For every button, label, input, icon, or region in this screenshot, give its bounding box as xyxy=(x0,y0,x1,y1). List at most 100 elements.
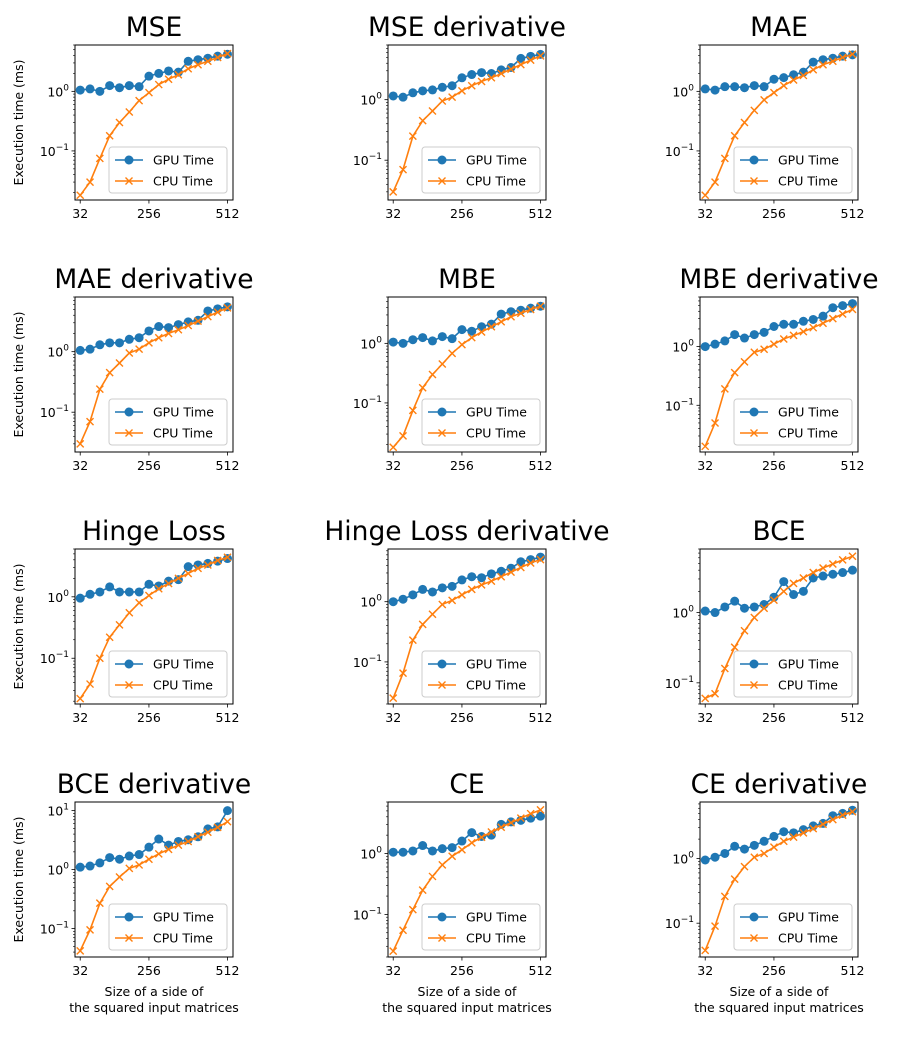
gpu-point xyxy=(85,344,95,354)
gpu-point xyxy=(779,827,789,837)
series-line-cpu-time xyxy=(392,305,541,448)
x-tick-label: 512 xyxy=(216,963,240,978)
gpu-point xyxy=(798,316,808,326)
gpu-point xyxy=(388,847,398,857)
legend: GPU Time CPU Time xyxy=(733,650,853,698)
gpu-point xyxy=(789,319,799,329)
gpu-point xyxy=(95,858,105,868)
cpu-point xyxy=(389,187,398,196)
legend-label: GPU Time xyxy=(466,657,527,672)
cpu-point xyxy=(730,875,739,884)
legend: GPU Time CPU Time xyxy=(108,650,228,698)
gpu-point xyxy=(418,333,428,343)
cpu-point xyxy=(799,828,808,837)
cpu-point xyxy=(467,838,476,847)
x-tick-label: 256 xyxy=(137,458,161,473)
gpu-point xyxy=(437,844,447,854)
gpu-point xyxy=(124,851,134,861)
cpu-point xyxy=(144,88,153,97)
gpu-point xyxy=(134,82,144,92)
cpu-point xyxy=(184,321,193,330)
x-tick-label: 512 xyxy=(529,963,553,978)
gpu-point xyxy=(134,587,144,597)
series-line-gpu-time xyxy=(80,306,228,352)
gpu-point xyxy=(759,836,769,846)
gpu-point xyxy=(398,847,408,857)
cpu-point xyxy=(203,828,212,837)
x-tick-label: 512 xyxy=(841,458,865,473)
y-tick-label: 100 xyxy=(47,344,69,360)
legend: GPU Time CPU Time xyxy=(108,146,228,194)
x-tick-label: 32 xyxy=(697,963,713,978)
gpu-point xyxy=(516,557,526,567)
subplot-title: MSE derivative xyxy=(368,12,566,43)
y-axis-label: Execution time (ms) xyxy=(11,312,26,438)
gpu-point xyxy=(739,333,749,343)
legend-marker xyxy=(437,407,447,417)
cpu-point xyxy=(779,334,788,343)
cpu-point xyxy=(819,820,828,829)
cpu-point xyxy=(720,664,729,673)
gpu-point xyxy=(730,330,740,340)
y-axis-label: Execution time (ms) xyxy=(11,564,26,690)
gpu-point xyxy=(124,334,134,344)
axes-frame xyxy=(74,548,234,705)
y-tick-label: 100 xyxy=(360,845,382,861)
gpu-point xyxy=(114,587,124,597)
cpu-point xyxy=(428,610,437,619)
y-tick-label: 10−1 xyxy=(40,650,69,666)
cpu-point xyxy=(730,643,739,652)
axes-frame xyxy=(74,296,234,453)
gpu-point xyxy=(427,587,437,597)
gpu-point xyxy=(437,82,447,92)
gpu-point xyxy=(105,81,115,91)
gpu-point xyxy=(769,322,779,332)
cpu-point xyxy=(174,325,183,334)
cpu-point xyxy=(848,50,857,59)
gpu-point xyxy=(477,68,487,78)
cpu-point xyxy=(86,178,95,187)
cpu-point xyxy=(711,418,720,427)
gpu-point xyxy=(749,330,759,340)
cpu-point xyxy=(838,555,847,564)
cpu-point xyxy=(428,106,437,115)
gpu-point xyxy=(749,602,759,612)
series-line-gpu-time xyxy=(704,809,853,861)
gpu-point xyxy=(467,326,477,336)
cpu-point xyxy=(711,178,720,187)
gpu-point xyxy=(749,840,759,850)
cpu-point xyxy=(154,333,163,342)
cpu-point xyxy=(95,154,104,163)
y-tick-label: 101 xyxy=(47,803,69,819)
cpu-point xyxy=(497,317,506,326)
x-axis-label-line2: the squared input matrices xyxy=(382,1000,552,1015)
legend: GPU Time CPU Time xyxy=(733,398,853,446)
gpu-point xyxy=(710,339,720,349)
subplot-title: Hinge Loss derivative xyxy=(324,516,609,547)
subplot-title: MAE xyxy=(750,12,808,43)
x-axis-label-line1: Size of a side of xyxy=(730,984,830,999)
legend: GPU Time CPU Time xyxy=(421,903,541,951)
subplot-hinge-loss: Hinge Loss 10−1 100 32 256 512 Execution time … xyxy=(11,516,239,725)
x-tick-label: 32 xyxy=(72,963,88,978)
cpu-point xyxy=(769,843,778,852)
cpu-point xyxy=(487,322,496,331)
cpu-point xyxy=(418,383,427,392)
legend-marker xyxy=(749,155,759,165)
y-tick-label: 10−1 xyxy=(40,921,69,937)
gpu-point xyxy=(105,338,115,348)
cpu-point xyxy=(223,817,232,826)
legend-label: GPU Time xyxy=(778,910,839,925)
y-tick-label: 10−1 xyxy=(665,675,694,691)
gpu-point xyxy=(75,593,85,603)
y-tick-label: 100 xyxy=(672,605,694,621)
gpu-point xyxy=(154,322,164,332)
x-tick-label: 512 xyxy=(216,710,240,725)
cpu-point xyxy=(428,370,437,379)
series-line-cpu-time xyxy=(79,821,228,952)
cpu-point xyxy=(174,70,183,79)
legend: GPU Time CPU Time xyxy=(733,903,853,951)
cpu-point xyxy=(487,73,496,82)
cpu-point xyxy=(467,585,476,594)
gpu-point xyxy=(700,84,710,94)
